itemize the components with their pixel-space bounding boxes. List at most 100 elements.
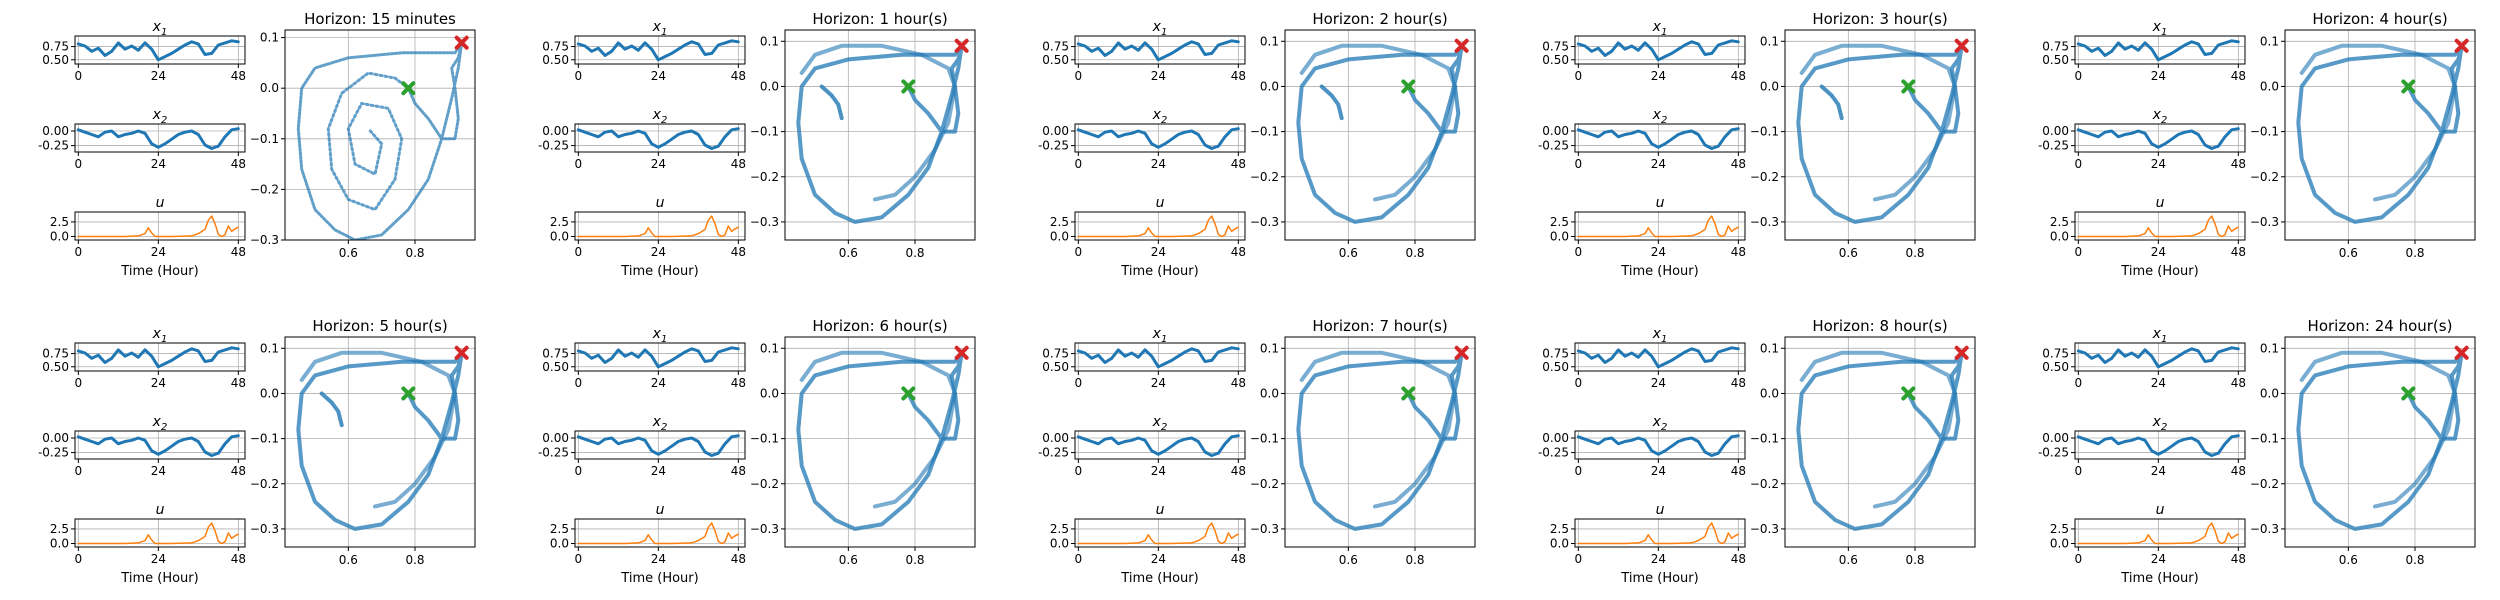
phase-title: Horizon: 15 minutes [304, 10, 456, 28]
x2-title-main: x [1652, 107, 1662, 123]
x2-title-main: x [152, 414, 162, 430]
x2-xtick-label: 0 [2075, 464, 2083, 478]
x1-title-main: x [652, 326, 662, 342]
x1-xtick-label: 0 [2075, 376, 2083, 390]
phase-trajectory-outer [796, 43, 964, 224]
x1-title-sub: 1 [2161, 27, 2167, 38]
x2-axes-frame [574, 123, 746, 153]
phase-ytick-label: 0.1 [1260, 34, 1279, 48]
time-axis-label: Time (Hour) [1620, 571, 1698, 586]
x2-title-main: x [1152, 414, 1162, 430]
phase-ytick-label: −0.1 [1250, 432, 1279, 446]
u-title: u [1156, 502, 1165, 518]
x1-series-line [1576, 346, 1740, 369]
x2-title-sub: 2 [2161, 115, 2167, 126]
phase-curves [796, 43, 964, 224]
phase-ytick-label: −0.3 [250, 522, 279, 536]
x1-axes-frame [1574, 35, 1746, 65]
x1-series-line [576, 39, 740, 62]
start-marker [901, 386, 916, 401]
x1-title: x1 [2152, 326, 2168, 345]
end-marker [1454, 345, 1469, 360]
phase-title: Horizon: 2 hour(s) [1312, 10, 1447, 28]
x1-ytick-label: 0.75 [2042, 347, 2069, 361]
phase-ytick-label: −0.2 [250, 477, 279, 491]
x2-xtick-label: 0 [575, 464, 583, 478]
phase-ytick-label: −0.1 [1750, 432, 1779, 446]
u-xtick-label: 24 [1151, 552, 1166, 566]
phase-curves [796, 350, 964, 531]
x2-ytick-label: 0.00 [2042, 124, 2069, 138]
u-xtick-label: 48 [1731, 552, 1746, 566]
x1-series-line [76, 39, 240, 62]
phase-ytick-label: 0.0 [260, 81, 279, 95]
x1-title-main: x [152, 326, 162, 342]
u-ytick-label: 2.5 [50, 522, 69, 536]
u-xtick-label: 48 [231, 552, 246, 566]
end-marker [2454, 38, 2469, 53]
x1-xtick-label: 0 [2075, 69, 2083, 83]
x2-xtick-label: 24 [1151, 464, 1166, 478]
u-axes-frame [1574, 211, 1746, 241]
phase-ytick-label: −0.3 [1750, 522, 1779, 536]
phase-ytick-label: −0.1 [750, 125, 779, 139]
phase-trajectory-inner [1299, 350, 1457, 509]
x1-title-sub: 1 [2161, 334, 2167, 345]
phase-xtick-label: 0.8 [905, 553, 924, 567]
x1-xtick-label: 48 [231, 376, 246, 390]
x1-ytick-label: 0.50 [1542, 360, 1569, 374]
u-xtick-label: 24 [2151, 245, 2166, 259]
x1-ytick-label: 0.50 [1042, 53, 1069, 67]
x2-series-line [576, 127, 740, 150]
phase-ytick-label: −0.1 [1250, 125, 1279, 139]
u-series-line [577, 522, 740, 545]
u-ytick-label: 2.5 [1550, 215, 1569, 229]
phase-xtick-label: 0.6 [1339, 246, 1358, 260]
u-axes-frame [574, 211, 746, 241]
x2-ytick-label: -0.25 [1038, 446, 1069, 460]
u-xtick-label: 24 [651, 245, 666, 259]
x1-series-line [2076, 39, 2240, 62]
phase-ytick-label: 0.0 [1760, 386, 1779, 400]
x1-xtick-label: 48 [2231, 69, 2246, 83]
x2-xtick-label: 0 [575, 157, 583, 171]
x2-xtick-label: 48 [231, 157, 246, 171]
phase-ytick-label: 0.1 [760, 34, 779, 48]
phase-trajectory-inner [299, 350, 457, 509]
x2-title-main: x [2152, 414, 2162, 430]
x1-xtick-label: 48 [1231, 69, 1246, 83]
x2-ytick-label: 0.00 [1542, 431, 1569, 445]
end-marker [1954, 38, 1969, 53]
end-marker [954, 38, 969, 53]
phase-xtick-label: 0.8 [1405, 553, 1424, 567]
phase-xtick-label: 0.8 [2405, 553, 2424, 567]
x1-ytick-label: 0.75 [542, 347, 569, 361]
time-axis-label: Time (Hour) [120, 571, 198, 586]
x2-title: x2 [2152, 107, 2168, 126]
x1-title-main: x [652, 19, 662, 35]
x2-series-line [76, 434, 240, 457]
phase-ytick-label: 0.1 [2260, 341, 2279, 355]
x2-title-sub: 2 [2161, 422, 2167, 433]
x1-xtick-label: 0 [75, 376, 83, 390]
phase-ytick-label: −0.2 [1250, 170, 1279, 184]
u-title-main: u [1656, 195, 1665, 211]
x1-ytick-label: 0.50 [1042, 360, 1069, 374]
x1-xtick-label: 0 [1575, 69, 1583, 83]
phase-ytick-label: −0.3 [2250, 215, 2279, 229]
u-xtick-label: 0 [1575, 245, 1583, 259]
x2-xtick-label: 24 [651, 464, 666, 478]
x2-axes-frame [2074, 430, 2246, 460]
phase-ytick-label: −0.1 [250, 132, 279, 146]
x2-ytick-label: 0.00 [542, 431, 569, 445]
x1-title-sub: 1 [161, 334, 167, 345]
start-marker [401, 81, 416, 96]
end-marker [1954, 345, 1969, 360]
phase-trajectory-fragment [1819, 84, 1844, 121]
x2-axes-frame [74, 123, 246, 153]
x1-ytick-label: 0.50 [42, 360, 69, 374]
